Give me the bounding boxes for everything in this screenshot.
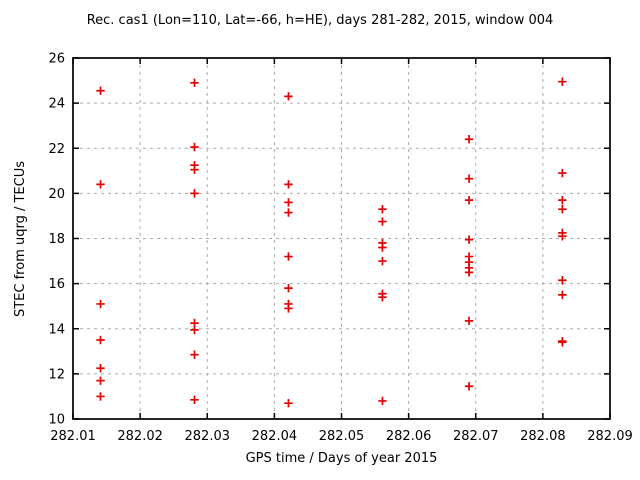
data-point-marker [284, 283, 293, 293]
data-point-marker [558, 204, 567, 214]
data-point-marker [464, 382, 474, 391]
data-point-marker [464, 235, 474, 244]
data-point-marker [558, 77, 567, 86]
data-point-marker [190, 165, 199, 174]
y-tick-label: 14 [48, 322, 65, 337]
data-point-marker [96, 392, 105, 401]
data-point-marker [464, 135, 474, 144]
y-tick-label: 24 [48, 97, 65, 112]
data-point-marker [558, 168, 567, 178]
y-tick-label: 20 [48, 187, 65, 202]
data-point-marker [558, 290, 567, 300]
data-point-marker [190, 142, 199, 152]
y-tick-label: 22 [48, 142, 65, 157]
y-tick-label: 18 [48, 232, 65, 247]
y-tick-label: 16 [48, 277, 65, 292]
data-point-marker [190, 350, 199, 359]
x-axis-label: GPS time / Days of year 2015 [245, 451, 438, 466]
data-point-marker [558, 195, 567, 205]
data-point-marker [284, 92, 293, 101]
data-point-marker [96, 180, 105, 189]
data-point-marker [464, 195, 474, 205]
x-tick-label: 282.07 [453, 429, 499, 444]
y-tick-label: 10 [48, 413, 65, 428]
data-point-marker [284, 252, 293, 261]
data-point-marker [190, 395, 199, 405]
data-point-marker [284, 198, 293, 207]
x-tick-label: 282.05 [319, 429, 365, 444]
data-point-marker [96, 335, 105, 345]
data-point-marker [284, 304, 293, 313]
x-tick-label: 282.03 [185, 429, 231, 444]
data-point-marker [190, 78, 199, 88]
x-tick-label: 282.04 [252, 429, 298, 444]
data-point-marker [464, 268, 474, 277]
x-tick-label: 282.08 [520, 429, 566, 444]
data-point-marker [464, 174, 474, 183]
data-point-marker [96, 86, 105, 95]
data-point-marker [190, 325, 199, 335]
data-point-marker [378, 256, 387, 266]
chart-title-text: Rec. cas1 (Lon=110, Lat=-66, h=HE), days… [86, 13, 554, 28]
data-point-marker [284, 399, 293, 408]
data-point-marker [96, 376, 105, 385]
chart-title: Rec. cas1 (Lon=110, Lat=-66, h=HE), days… [0, 13, 640, 28]
x-tick-label: 282.06 [386, 429, 432, 444]
data-point-marker [378, 396, 387, 406]
data-point-marker [558, 232, 567, 241]
x-tick-label: 282.02 [117, 429, 163, 444]
data-point-marker [96, 364, 105, 373]
data-point-marker [558, 338, 567, 347]
data-point-marker [96, 299, 105, 309]
y-tick-label: 12 [48, 367, 65, 382]
data-point-marker [378, 217, 387, 226]
x-tick-label: 282.01 [50, 429, 96, 444]
data-point-marker [558, 276, 567, 285]
y-tick-label: 26 [48, 52, 65, 67]
data-point-marker [284, 180, 293, 189]
data-point-marker [378, 243, 387, 252]
x-tick-label: 282.09 [587, 429, 633, 444]
data-point-marker [464, 316, 474, 326]
data-point-marker [284, 208, 293, 217]
data-point-marker [190, 189, 199, 198]
data-point-marker [378, 292, 387, 302]
data-point-marker [378, 204, 387, 214]
